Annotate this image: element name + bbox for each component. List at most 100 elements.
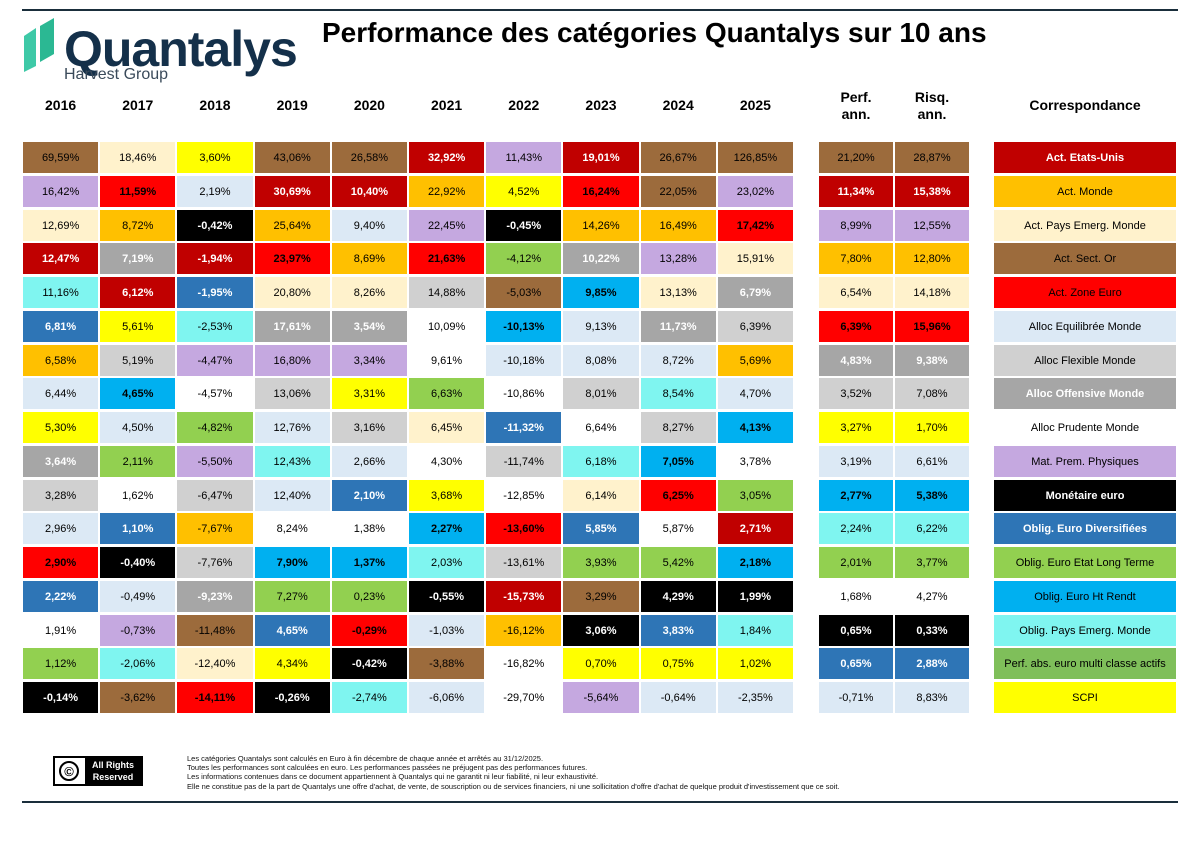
perf-cell-2017: -0,73% [99, 613, 177, 647]
annual-risk-cell: 4,27% [894, 579, 970, 613]
perf-cell-2025: 6,39% [716, 309, 794, 343]
perf-cell-2023: 8,01% [562, 377, 640, 411]
perf-cell-2019: 12,43% [253, 444, 331, 478]
perf-cell-2021: 10,09% [408, 309, 486, 343]
annual-perf-cell: 3,19% [818, 444, 894, 478]
perf-cell-2023: 0,70% [562, 647, 640, 681]
perf-cell-2016: 12,69% [22, 208, 100, 242]
perf-cell-2025: -2,35% [716, 681, 794, 714]
perf-cell-2016: 12,47% [22, 242, 100, 276]
annual-perf-cell: 2,01% [818, 546, 894, 579]
perf-cell-2019: 12,76% [253, 411, 331, 444]
perf-cell-2022: 4,52% [485, 174, 563, 208]
annual-risk-cell: 7,08% [894, 377, 970, 411]
perf-cell-2022: -10,18% [485, 343, 563, 377]
perf-cell-2019: 13,06% [253, 377, 331, 411]
footer-disclaimer: Les catégories Quantalys sont calculés e… [187, 754, 840, 791]
perf-cell-2017: -0,49% [99, 579, 177, 613]
perf-cell-2019: 25,64% [253, 208, 331, 242]
annual-perf-cell: 0,65% [818, 613, 894, 647]
perf-cell-2024: 6,25% [639, 478, 717, 512]
perf-cell-2020: 8,69% [330, 242, 408, 276]
perf-cell-2020: 2,66% [330, 444, 408, 478]
perf-cell-2022: -29,70% [485, 681, 563, 714]
perf-cell-2020: 26,58% [330, 141, 408, 174]
perf-cell-2024: 8,72% [639, 343, 717, 377]
perf-cell-2024: 3,83% [639, 613, 717, 647]
perf-cell-2023: 6,18% [562, 444, 640, 478]
annual-risk-cell: 15,38% [894, 174, 970, 208]
perf-cell-2022: -11,74% [485, 444, 563, 478]
perf-cell-2025: 17,42% [716, 208, 794, 242]
perf-cell-2024: 8,27% [639, 411, 717, 444]
legend-item: SCPI [993, 681, 1177, 714]
perf-cell-2023: 6,14% [562, 478, 640, 512]
annual-risk-cell: 12,55% [894, 208, 970, 242]
perf-cell-2022: -10,86% [485, 377, 563, 411]
perf-cell-2017: 7,19% [99, 242, 177, 276]
annual-perf-cell: 6,54% [818, 276, 894, 309]
annual-perf-cell: 4,83% [818, 343, 894, 377]
annual-perf-cell: 7,80% [818, 242, 894, 276]
perf-cell-2025: 15,91% [716, 242, 794, 276]
perf-cell-2025: 1,84% [716, 613, 794, 647]
legend-item: Act. Etats-Unis [993, 141, 1177, 174]
perf-cell-2024: 22,05% [639, 174, 717, 208]
perf-cell-2022: -12,85% [485, 478, 563, 512]
perf-cell-2016: 3,28% [22, 478, 100, 512]
perf-cell-2023: 16,24% [562, 174, 640, 208]
perf-cell-2018: -5,50% [176, 444, 254, 478]
perf-cell-2024: 5,87% [639, 512, 717, 546]
perf-cell-2024: -0,64% [639, 681, 717, 714]
perf-cell-2017: -3,62% [99, 681, 177, 714]
year-header: 2023 [585, 97, 617, 113]
logo-subtitle: Harvest Group [64, 66, 169, 83]
year-header: 2019 [276, 97, 308, 113]
annual-perf-cell: 11,34% [818, 174, 894, 208]
perf-cell-2023: 3,93% [562, 546, 640, 579]
perf-cell-2018: -4,57% [176, 377, 254, 411]
perf-cell-2018: -9,23% [176, 579, 254, 613]
perf-cell-2020: 2,10% [330, 478, 408, 512]
perf-cell-2020: 3,34% [330, 343, 408, 377]
perf-cell-2025: 1,99% [716, 579, 794, 613]
perf-cell-2023: 3,06% [562, 613, 640, 647]
perf-cell-2021: -3,88% [408, 647, 486, 681]
perf-cell-2023: 10,22% [562, 242, 640, 276]
annual-risk-cell: 1,70% [894, 411, 970, 444]
year-header: 2017 [122, 97, 154, 113]
perf-cell-2016: 1,12% [22, 647, 100, 681]
perf-header: Perf. ann. [840, 89, 872, 122]
perf-cell-2020: 9,40% [330, 208, 408, 242]
annual-perf-cell: 2,77% [818, 478, 894, 512]
perf-cell-2021: 32,92% [408, 141, 486, 174]
perf-cell-2018: -4,82% [176, 411, 254, 444]
perf-cell-2020: -0,42% [330, 647, 408, 681]
perf-cell-2019: 4,34% [253, 647, 331, 681]
perf-cell-2021: 6,63% [408, 377, 486, 411]
perf-cell-2018: -7,76% [176, 546, 254, 579]
perf-cell-2021: 3,68% [408, 478, 486, 512]
logo-wordmark: Quantalys [64, 21, 298, 77]
perf-cell-2021: 4,30% [408, 444, 486, 478]
perf-cell-2017: 5,61% [99, 309, 177, 343]
legend-item: Alloc Prudente Monde [993, 411, 1177, 444]
perf-cell-2024: 0,75% [639, 647, 717, 681]
page-title: Performance des catégories Quantalys sur… [322, 17, 987, 48]
perf-cell-2020: 3,54% [330, 309, 408, 343]
perf-cell-2022: -16,82% [485, 647, 563, 681]
perf-cell-2025: 3,78% [716, 444, 794, 478]
perf-cell-2025: 126,85% [716, 141, 794, 174]
perf-cell-2023: 9,13% [562, 309, 640, 343]
annual-perf-cell: 6,39% [818, 309, 894, 343]
bottom-divider [22, 801, 1178, 803]
perf-cell-2024: 13,13% [639, 276, 717, 309]
perf-cell-2016: 69,59% [22, 141, 100, 174]
annual-risk-cell: 14,18% [894, 276, 970, 309]
perf-cell-2020: 10,40% [330, 174, 408, 208]
annual-risk-cell: 2,88% [894, 647, 970, 681]
legend-item: Oblig. Euro Ht Rendt [993, 579, 1177, 613]
perf-cell-2018: -14,11% [176, 681, 254, 714]
perf-cell-2022: -10,13% [485, 309, 563, 343]
perf-cell-2017: 2,11% [99, 444, 177, 478]
